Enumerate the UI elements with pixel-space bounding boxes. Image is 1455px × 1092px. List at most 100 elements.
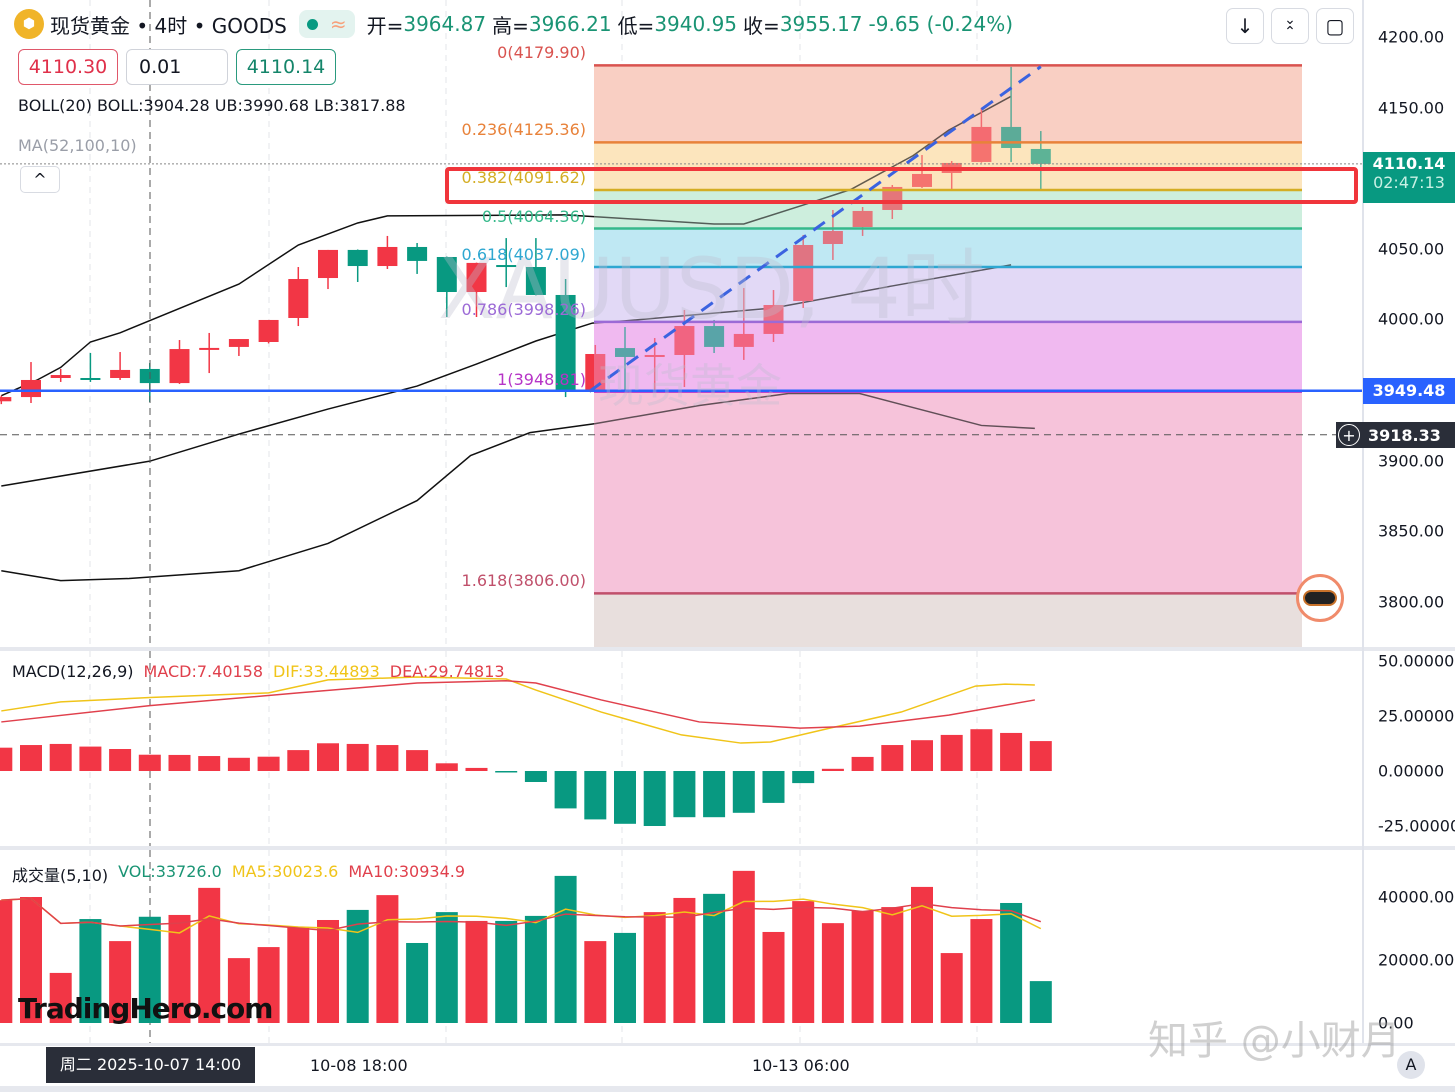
crosshair-price-label[interactable]: + 3918.33: [1336, 422, 1455, 448]
boll-middle-line: [1, 264, 1012, 487]
candle-body: [110, 369, 131, 378]
collapse-button[interactable]: ⌄ ⌃: [1271, 8, 1309, 44]
time-label: 10-08 18:00: [310, 1056, 408, 1075]
price-chart-pane[interactable]: [0, 0, 1362, 647]
macd-histogram-bar: [465, 767, 488, 771]
macd-pane[interactable]: [0, 651, 1362, 847]
macd-histogram-bar: [1000, 732, 1023, 771]
macd-histogram-bar: [732, 771, 755, 813]
volume-ma10-line: [1, 897, 1042, 932]
market-status-badge[interactable]: ≈: [298, 10, 355, 38]
macd-legend[interactable]: MACD(12,26,9) MACD:7.40158 DIF:33.44893 …: [12, 662, 505, 681]
volume-bar: [376, 895, 399, 1023]
fullscreen-icon: ▢: [1325, 14, 1345, 38]
candle-body: [882, 186, 903, 210]
macd-label: MACD(12,26,9): [12, 662, 134, 681]
macd-histogram-bar: [940, 734, 963, 771]
candle-body: [585, 353, 606, 390]
macd-histogram-bar: [346, 743, 369, 771]
auto-scale-button[interactable]: A: [1397, 1051, 1425, 1079]
volume-bar: [881, 907, 904, 1023]
gold-coin-icon: ⬢: [14, 9, 44, 39]
macd-histogram-bar: [762, 771, 785, 803]
candle-body: [228, 339, 249, 347]
collapse-legend-button[interactable]: ^: [20, 166, 60, 193]
avatar-icon[interactable]: [1296, 574, 1344, 622]
boll-indicator-legend[interactable]: BOLL(20) BOLL:3904.28 UB:3990.68 LB:3817…: [18, 96, 406, 115]
volume-bar: [198, 887, 221, 1023]
macd-histogram-bar: [257, 756, 280, 771]
logo-text: TradingHero.com: [18, 992, 273, 1025]
macd-histogram-bar: [524, 771, 547, 782]
macd-histogram-bar: [821, 768, 844, 771]
volume-bar: [79, 919, 102, 1023]
macd-histogram-bar: [138, 754, 161, 771]
candle-body: [377, 246, 398, 267]
candle-body: [199, 347, 220, 350]
volume-bar: [138, 916, 161, 1023]
fib-level-label: 0.382(4091.62): [461, 168, 586, 188]
candle-body: [50, 375, 71, 378]
volume-bar: [257, 947, 280, 1023]
volume-pane[interactable]: [0, 850, 1362, 1045]
macd-histogram-bar: [435, 763, 458, 771]
symbol-header[interactable]: ⬢ 现货黄金 • 4时 • GOODS ≈ 开= 3964.87 高= 3966.2…: [14, 8, 1013, 40]
high-value: 3966.21: [528, 12, 612, 36]
add-alert-plus-icon[interactable]: +: [1338, 424, 1360, 446]
time-axis-border: [0, 1043, 1455, 1046]
low-label: 低=: [617, 13, 655, 38]
candle-body: [852, 210, 873, 228]
pane-divider[interactable]: [0, 647, 1455, 651]
macd-histogram-bar: [1029, 741, 1052, 771]
macd-histogram-bar: [495, 771, 518, 773]
macd-axis-tick: 0.00000: [1378, 761, 1445, 781]
boll-upper-line: [1, 95, 1012, 397]
macd-histogram-bar: [20, 745, 42, 771]
market-open-dot-icon: [306, 18, 318, 30]
price-axis-tick: 4200.00: [1378, 27, 1445, 47]
candle-body: [80, 377, 101, 380]
fib-zone-tint: [594, 321, 1302, 392]
candle-body: [318, 249, 338, 279]
change-value: -9.65 (-0.24%): [868, 12, 1013, 36]
volume-legend[interactable]: 成交量(5,10) VOL:33726.0 MA5:30023.6 MA10:3…: [12, 862, 465, 886]
scroll-down-button[interactable]: ↓: [1226, 8, 1264, 44]
fib-zone-tint: [594, 593, 1302, 647]
macd-histogram-bar: [79, 746, 102, 771]
macd-histogram-bar: [406, 750, 429, 771]
pane-divider[interactable]: [0, 846, 1455, 850]
fib-zone-tint: [594, 228, 1302, 268]
collapse-icon: ⌄ ⌃: [1284, 12, 1296, 40]
highlight-rectangle[interactable]: [445, 167, 1358, 204]
low-value: 3940.95: [654, 12, 738, 36]
macd-histogram-bar: [376, 745, 399, 771]
fib-zone: [594, 65, 1302, 143]
macd-histogram-bar: [554, 771, 577, 809]
macd-histogram-bar: [49, 743, 72, 771]
macd-histogram-bar: [227, 757, 250, 771]
candle-body: [466, 262, 487, 293]
symbol-title[interactable]: 现货黄金 • 4时 • GOODS: [50, 13, 287, 38]
fullscreen-button[interactable]: ▢: [1316, 8, 1354, 44]
volume-bar: [49, 972, 72, 1023]
volume-bar: [406, 942, 429, 1023]
price-axis-tick: 4000.00: [1378, 309, 1445, 329]
sell-price-button[interactable]: 4110.30: [18, 49, 118, 85]
fib-level-label: 0(4179.90): [497, 43, 586, 63]
ma-indicator-legend[interactable]: MA(52,100,10): [18, 136, 137, 155]
bottom-border: [0, 1086, 1455, 1092]
crosshair-time-label: 周二 2025-10-07 14:00: [46, 1047, 255, 1083]
candle-body: [555, 294, 576, 390]
quantity-input[interactable]: 0.01: [126, 49, 228, 85]
volume-label: 成交量(5,10): [12, 866, 109, 885]
buy-price-button[interactable]: 4110.14: [236, 49, 336, 85]
volume-axis-tick: 40000.00: [1378, 887, 1455, 907]
candle-body: [912, 173, 932, 187]
candle-body: [793, 244, 814, 302]
high-label: 高=: [492, 13, 529, 38]
candle-body: [704, 326, 725, 347]
volume-bar: [911, 886, 933, 1023]
boll-lower-line: [1, 392, 1035, 582]
macd-histogram-bar: [673, 771, 696, 818]
volume-bar: [673, 897, 696, 1023]
